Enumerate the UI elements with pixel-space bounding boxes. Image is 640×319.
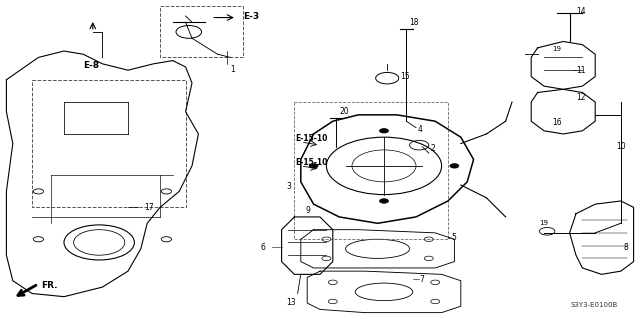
Text: E-3: E-3: [243, 12, 259, 21]
Circle shape: [380, 129, 388, 133]
Text: 18: 18: [410, 18, 419, 27]
Text: FR.: FR.: [42, 281, 58, 290]
Text: 19: 19: [552, 47, 561, 52]
Text: 10: 10: [616, 142, 626, 151]
Text: 17: 17: [144, 203, 154, 212]
Text: 7: 7: [419, 275, 424, 284]
Text: 12: 12: [576, 93, 586, 102]
Text: E-8: E-8: [83, 61, 99, 70]
Text: 5: 5: [451, 233, 456, 242]
Text: 11: 11: [576, 66, 586, 75]
Text: 6: 6: [260, 243, 266, 252]
Text: 13: 13: [286, 298, 296, 307]
Text: 20: 20: [339, 108, 349, 116]
Text: 19: 19: [540, 220, 548, 226]
Text: 1: 1: [230, 65, 235, 74]
Text: 8: 8: [624, 243, 628, 252]
Circle shape: [450, 164, 459, 168]
Text: 2: 2: [430, 144, 435, 153]
Text: E-15-10: E-15-10: [296, 134, 328, 143]
Text: 16: 16: [552, 118, 562, 127]
Circle shape: [380, 199, 388, 203]
Text: 15: 15: [400, 72, 410, 81]
Text: 4: 4: [417, 125, 422, 134]
Text: S3Y3-E0100B: S3Y3-E0100B: [570, 302, 618, 308]
Text: 3: 3: [286, 182, 291, 191]
Text: E-15-10: E-15-10: [296, 158, 328, 167]
Circle shape: [309, 164, 318, 168]
Text: 14: 14: [576, 7, 586, 16]
Text: 9: 9: [305, 206, 310, 215]
